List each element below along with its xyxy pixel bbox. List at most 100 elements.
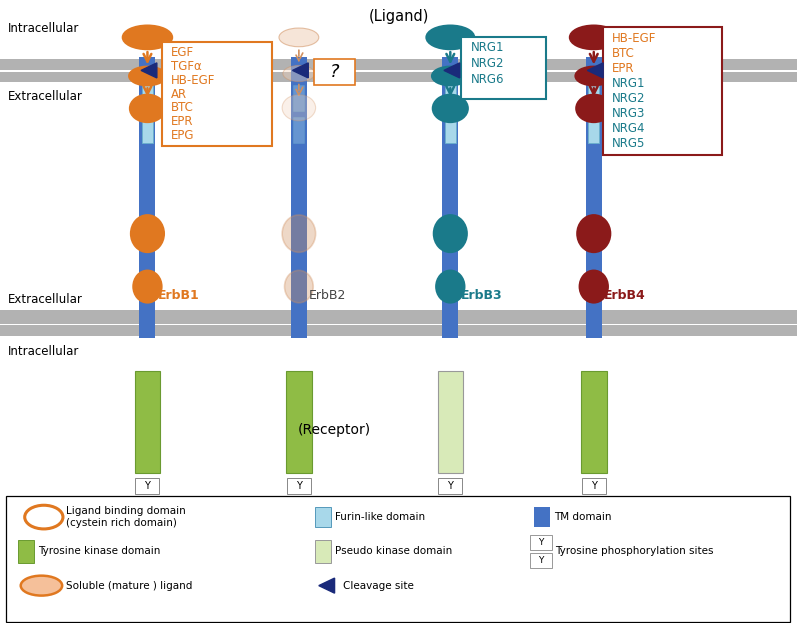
- Ellipse shape: [579, 270, 608, 303]
- Ellipse shape: [432, 67, 469, 85]
- FancyBboxPatch shape: [314, 59, 355, 85]
- FancyBboxPatch shape: [530, 535, 552, 550]
- Text: ErbB4: ErbB4: [604, 290, 646, 302]
- Ellipse shape: [130, 95, 165, 122]
- Bar: [534, 507, 550, 527]
- Ellipse shape: [131, 215, 164, 252]
- Text: HB-EGF: HB-EGF: [612, 32, 657, 45]
- Text: AR: AR: [171, 88, 187, 100]
- Text: Y: Y: [591, 481, 597, 491]
- Text: Y: Y: [539, 538, 544, 547]
- Text: ErbB1: ErbB1: [158, 290, 199, 302]
- Bar: [142, 85, 153, 111]
- Text: Soluble (mature ) ligand: Soluble (mature ) ligand: [66, 581, 193, 591]
- Bar: [293, 85, 304, 111]
- Ellipse shape: [133, 270, 162, 303]
- Ellipse shape: [436, 270, 465, 303]
- Bar: [139, 515, 155, 526]
- Ellipse shape: [282, 215, 316, 252]
- FancyBboxPatch shape: [287, 497, 311, 513]
- Ellipse shape: [426, 26, 474, 49]
- Polygon shape: [444, 63, 460, 78]
- Bar: [0, 325, 797, 336]
- Polygon shape: [319, 578, 335, 593]
- Bar: [291, 515, 307, 526]
- Bar: [445, 85, 456, 111]
- Text: Y: Y: [539, 556, 544, 564]
- Text: (Receptor): (Receptor): [298, 423, 371, 437]
- Ellipse shape: [285, 270, 313, 303]
- FancyBboxPatch shape: [6, 496, 790, 622]
- FancyBboxPatch shape: [582, 478, 606, 494]
- Ellipse shape: [279, 28, 319, 47]
- Text: Y: Y: [296, 481, 302, 491]
- FancyBboxPatch shape: [438, 478, 462, 494]
- Polygon shape: [292, 63, 308, 78]
- Text: NRG1: NRG1: [612, 77, 646, 90]
- Bar: [18, 540, 34, 563]
- FancyBboxPatch shape: [135, 497, 159, 513]
- Text: NRG2: NRG2: [471, 57, 505, 70]
- Bar: [586, 515, 602, 526]
- Text: Extracellular: Extracellular: [8, 90, 83, 103]
- Text: (Ligand): (Ligand): [368, 9, 429, 24]
- FancyBboxPatch shape: [461, 37, 546, 99]
- Text: Extracellular: Extracellular: [8, 293, 83, 305]
- Text: Y: Y: [447, 481, 453, 491]
- Text: NRG3: NRG3: [612, 107, 646, 120]
- Bar: [291, 57, 307, 338]
- Text: Intracellular: Intracellular: [8, 346, 80, 358]
- Ellipse shape: [25, 505, 63, 529]
- Text: Y: Y: [144, 500, 151, 510]
- Bar: [0, 310, 797, 324]
- FancyBboxPatch shape: [135, 478, 159, 494]
- Polygon shape: [587, 63, 603, 78]
- FancyBboxPatch shape: [438, 497, 462, 513]
- Ellipse shape: [123, 26, 172, 49]
- Text: EPR: EPR: [171, 115, 194, 128]
- Text: NRG1: NRG1: [471, 41, 505, 54]
- Bar: [588, 85, 599, 111]
- Ellipse shape: [576, 95, 611, 122]
- Ellipse shape: [433, 95, 468, 122]
- Ellipse shape: [21, 576, 62, 596]
- Text: NRG4: NRG4: [612, 122, 646, 135]
- Text: Ligand binding domain
(cystein rich domain): Ligand binding domain (cystein rich doma…: [66, 506, 186, 528]
- Text: TGFα: TGFα: [171, 60, 202, 73]
- Bar: [442, 57, 458, 338]
- Text: ?: ?: [330, 64, 340, 81]
- Ellipse shape: [283, 65, 315, 82]
- Bar: [315, 507, 331, 527]
- Ellipse shape: [129, 67, 166, 85]
- Text: NRG5: NRG5: [612, 137, 646, 150]
- Polygon shape: [141, 63, 157, 78]
- Ellipse shape: [434, 215, 467, 252]
- Text: Pseudo kinase domain: Pseudo kinase domain: [335, 546, 452, 556]
- Bar: [586, 57, 602, 338]
- Bar: [135, 371, 160, 473]
- Text: NRG6: NRG6: [471, 74, 505, 86]
- Bar: [315, 540, 331, 563]
- FancyBboxPatch shape: [162, 42, 272, 146]
- Text: Cleavage site: Cleavage site: [343, 581, 414, 591]
- Text: Y: Y: [591, 500, 597, 510]
- Bar: [442, 515, 458, 526]
- FancyBboxPatch shape: [582, 497, 606, 513]
- Bar: [588, 117, 599, 143]
- Text: EGF: EGF: [171, 47, 194, 59]
- Text: Y: Y: [296, 500, 302, 510]
- Text: EPG: EPG: [171, 129, 194, 141]
- Text: ErbB2: ErbB2: [309, 290, 347, 302]
- FancyBboxPatch shape: [603, 27, 722, 155]
- Text: Intracellular: Intracellular: [8, 22, 80, 34]
- Bar: [0, 72, 797, 82]
- Ellipse shape: [570, 26, 618, 49]
- Bar: [286, 371, 312, 473]
- Text: Y: Y: [447, 500, 453, 510]
- Bar: [0, 59, 797, 70]
- Bar: [581, 371, 607, 473]
- FancyBboxPatch shape: [530, 553, 552, 568]
- Text: Furin-like domain: Furin-like domain: [335, 512, 425, 522]
- Bar: [445, 117, 456, 143]
- Ellipse shape: [575, 67, 612, 85]
